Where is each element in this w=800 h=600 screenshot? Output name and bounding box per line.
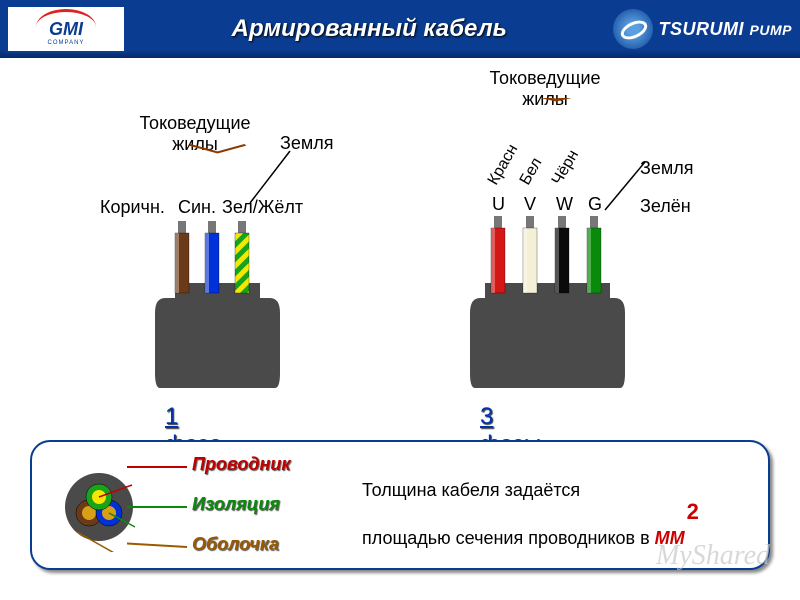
tsurumi-swirl-icon [613,9,653,49]
legend-jacket: Оболочка [192,534,279,555]
svg-text:﹀: ﹀ [187,143,249,172]
svg-text:﹀: ﹀ [505,98,607,126]
page-title: Армированный кабель [126,15,613,43]
svg-text:Чёрн: Чёрн [549,147,582,188]
tsurumi-brand: TSURUMI PUMP [659,19,792,40]
tsurumi-2: PUMP [750,22,792,38]
svg-text:Красн: Красн [485,141,522,188]
desc-exp: 2 [687,499,699,524]
desc-line1: Толщина кабеля задаётся [362,472,697,508]
legend-description: Толщина кабеля задаётся площадью сечения… [362,472,697,556]
svg-text:Коричн.: Коричн. [100,197,165,217]
header-bar: GMI COMPANY Армированный кабель TSURUMI … [0,0,800,58]
svg-text:Бел: Бел [517,155,546,188]
gmi-arc-icon [36,9,96,27]
svg-text:W: W [556,194,573,214]
gmi-logo: GMI COMPANY [6,5,126,53]
tp-svg: ﹀ КраснБелЧёрн UVWG [420,98,740,418]
legend-insulation: Изоляция [192,494,280,515]
sp-svg: ﹀ Коричн. Син. Зел/Жёлт [100,143,360,423]
watermark: MyShared [656,540,770,572]
svg-text:U: U [492,194,505,214]
svg-text:Зел/Жёлт: Зел/Жёлт [222,197,303,217]
tsurumi-1: TSURUMI [659,19,745,39]
svg-text:V: V [524,194,536,214]
desc-line2: площадью сечения проводников в ММ2 [362,508,697,556]
tsurumi-logo: TSURUMI PUMP [613,9,792,49]
svg-text:Син.: Син. [178,197,216,217]
legend-conductor: Проводник [192,454,290,475]
svg-text:G: G [588,194,602,214]
desc-pre: площадью сечения проводников в [362,528,655,548]
diagram-area: Токоведущие жилы Земля ﹀ Коричн. Син. Зе… [0,58,800,428]
gmi-sub: COMPANY [48,40,85,46]
